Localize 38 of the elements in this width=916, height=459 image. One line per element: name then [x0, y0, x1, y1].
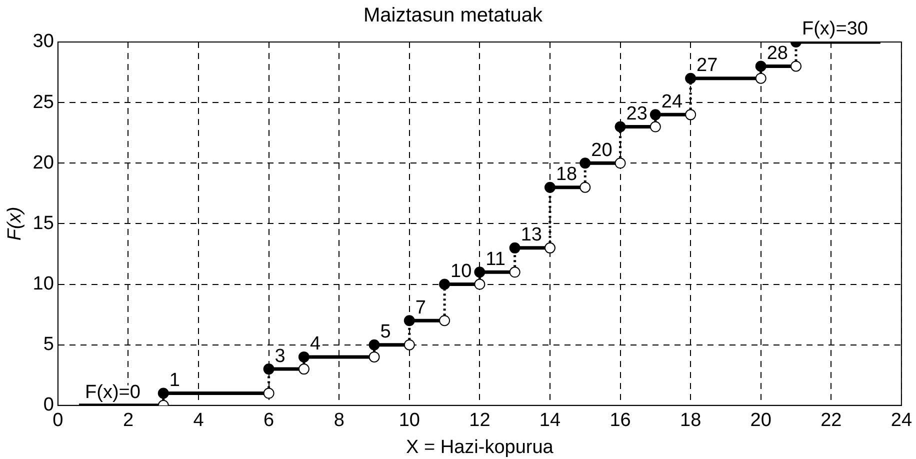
x-tick-label: 10: [398, 410, 420, 432]
data-label: 20: [591, 140, 612, 161]
y-tick-label: 10: [32, 274, 54, 294]
x-tick-label: 22: [820, 410, 842, 432]
y-tick-label: 0: [43, 394, 54, 416]
x-tick-label: 6: [264, 410, 274, 432]
x-axis-title: X = Hazi-kopurua: [406, 436, 554, 458]
data-label: 1: [169, 370, 180, 392]
data-label: 5: [380, 322, 391, 343]
data-label: 13: [520, 224, 542, 246]
data-label: 10: [450, 261, 472, 282]
data-label: 28: [766, 42, 788, 64]
data-label: 3: [274, 346, 286, 367]
x-tick-label: 18: [680, 410, 702, 432]
data-label: 7: [415, 297, 426, 318]
data-label: F(x)=30: [802, 18, 868, 40]
y-axis-title: F(x): [4, 206, 26, 241]
data-label: 4: [310, 334, 321, 355]
data-label: 23: [626, 104, 648, 125]
x-tick-label: 2: [122, 410, 134, 432]
y-tick-label: 5: [43, 334, 54, 356]
y-tick-label: 25: [32, 92, 54, 113]
x-tick-label: 4: [193, 410, 204, 432]
x-tick-label: 24: [890, 410, 912, 432]
x-tick-label: 8: [334, 410, 344, 432]
x-tick-label: 16: [610, 410, 631, 432]
data-label: 18: [556, 164, 578, 186]
chart-title: Maiztasun metatuak: [364, 4, 544, 27]
data-label: 24: [661, 91, 683, 112]
data-label: 11: [486, 248, 506, 270]
x-tick-label: 20: [750, 410, 772, 432]
data-label: F(x)=0: [85, 382, 140, 404]
x-tick-label: 14: [539, 410, 561, 432]
y-tick-label: 20: [32, 152, 54, 174]
y-tick-label: 30: [32, 31, 54, 52]
x-tick-label: 12: [469, 410, 490, 432]
data-label: 27: [696, 55, 718, 76]
y-tick-label: 15: [32, 212, 54, 234]
